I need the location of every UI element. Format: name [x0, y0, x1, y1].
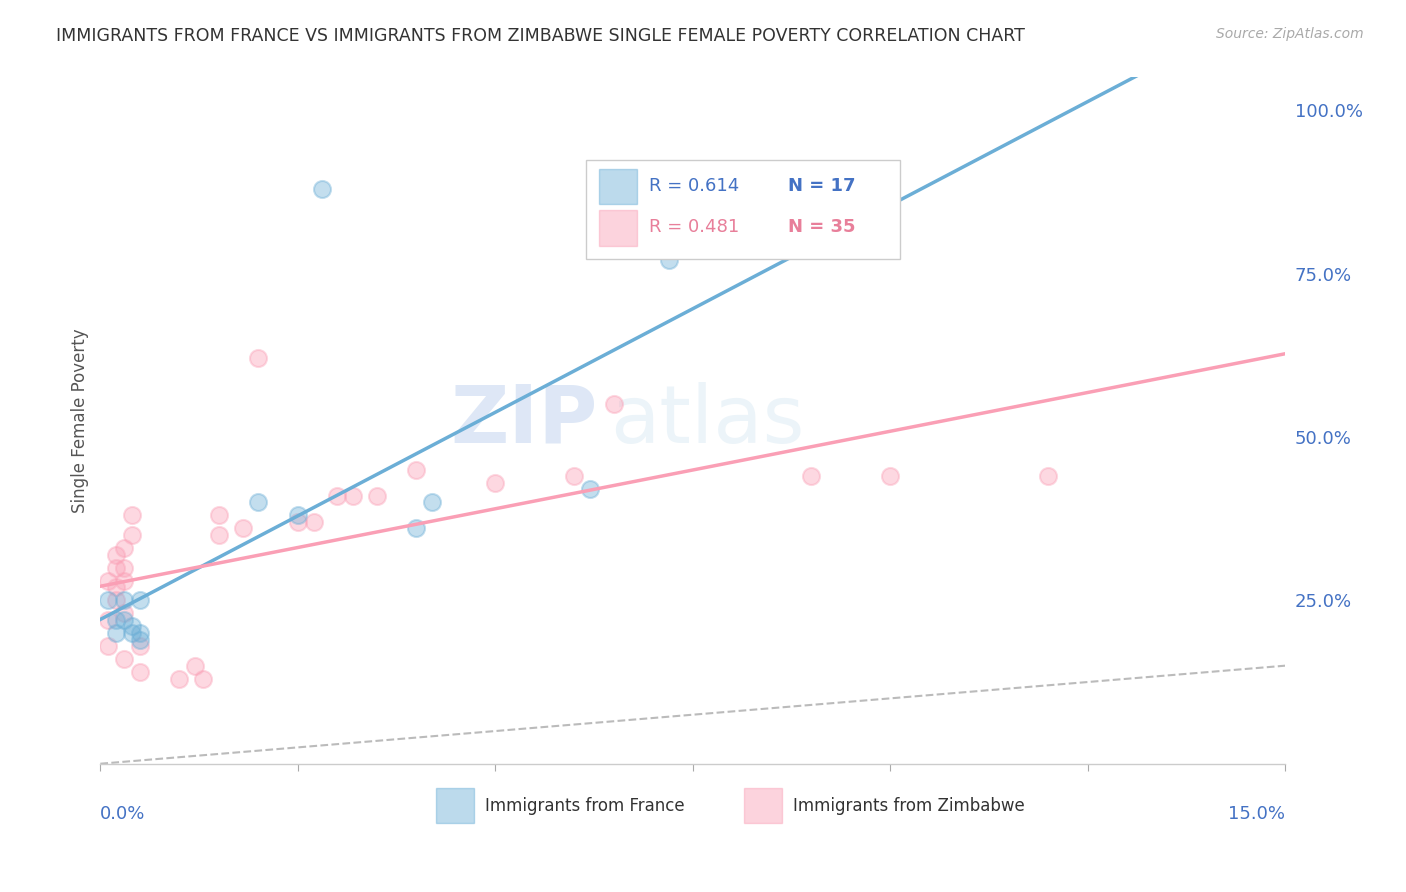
Point	[231, 521, 253, 535]
Text: Source: ZipAtlas.com: Source: ZipAtlas.com	[1216, 27, 1364, 41]
Point	[128, 626, 150, 640]
Point	[405, 462, 427, 476]
Text: atlas: atlas	[610, 382, 804, 459]
Text: R = 0.481: R = 0.481	[650, 218, 740, 236]
FancyBboxPatch shape	[586, 160, 900, 260]
Point	[112, 607, 135, 621]
Point	[97, 593, 120, 607]
Point	[97, 574, 120, 588]
Point	[208, 508, 231, 523]
Point	[112, 574, 135, 588]
Point	[603, 397, 626, 411]
Point	[247, 351, 270, 366]
Text: Immigrants from France: Immigrants from France	[485, 797, 685, 815]
Point	[247, 495, 270, 509]
Point	[128, 632, 150, 647]
Point	[128, 665, 150, 680]
Point	[184, 658, 207, 673]
Point	[112, 593, 135, 607]
Y-axis label: Single Female Poverty: Single Female Poverty	[72, 328, 89, 513]
FancyBboxPatch shape	[744, 788, 782, 823]
Point	[562, 469, 585, 483]
Text: ZIP: ZIP	[451, 382, 598, 459]
Point	[105, 613, 128, 627]
Point	[420, 495, 443, 509]
Point	[287, 508, 309, 523]
Point	[105, 580, 128, 594]
Point	[879, 469, 901, 483]
Point	[128, 639, 150, 653]
FancyBboxPatch shape	[436, 788, 474, 823]
Text: R = 0.614: R = 0.614	[650, 177, 740, 194]
Point	[112, 652, 135, 666]
Point	[112, 613, 135, 627]
Text: N = 17: N = 17	[787, 177, 855, 194]
Point	[121, 528, 143, 542]
Point	[121, 508, 143, 523]
Point	[302, 515, 325, 529]
FancyBboxPatch shape	[599, 210, 637, 245]
FancyBboxPatch shape	[599, 169, 637, 204]
Point	[105, 626, 128, 640]
Point	[97, 613, 120, 627]
Point	[484, 475, 506, 490]
Text: 0.0%: 0.0%	[100, 805, 146, 823]
Point	[191, 672, 214, 686]
Text: Immigrants from Zimbabwe: Immigrants from Zimbabwe	[793, 797, 1025, 815]
Point	[658, 253, 681, 268]
Text: 15.0%: 15.0%	[1229, 805, 1285, 823]
Point	[112, 560, 135, 574]
Point	[405, 521, 427, 535]
Point	[342, 489, 364, 503]
Point	[105, 548, 128, 562]
Text: IMMIGRANTS FROM FRANCE VS IMMIGRANTS FROM ZIMBABWE SINGLE FEMALE POVERTY CORRELA: IMMIGRANTS FROM FRANCE VS IMMIGRANTS FRO…	[56, 27, 1025, 45]
Point	[287, 515, 309, 529]
Point	[105, 560, 128, 574]
Point	[326, 489, 349, 503]
Point	[105, 593, 128, 607]
Point	[800, 469, 823, 483]
Point	[112, 541, 135, 555]
Text: N = 35: N = 35	[787, 218, 855, 236]
Point	[121, 619, 143, 633]
Point	[579, 482, 602, 496]
Point	[121, 626, 143, 640]
Point	[1038, 469, 1060, 483]
Point	[128, 593, 150, 607]
Point	[311, 181, 333, 195]
Point	[366, 489, 388, 503]
Point	[97, 639, 120, 653]
Point	[169, 672, 191, 686]
Point	[208, 528, 231, 542]
